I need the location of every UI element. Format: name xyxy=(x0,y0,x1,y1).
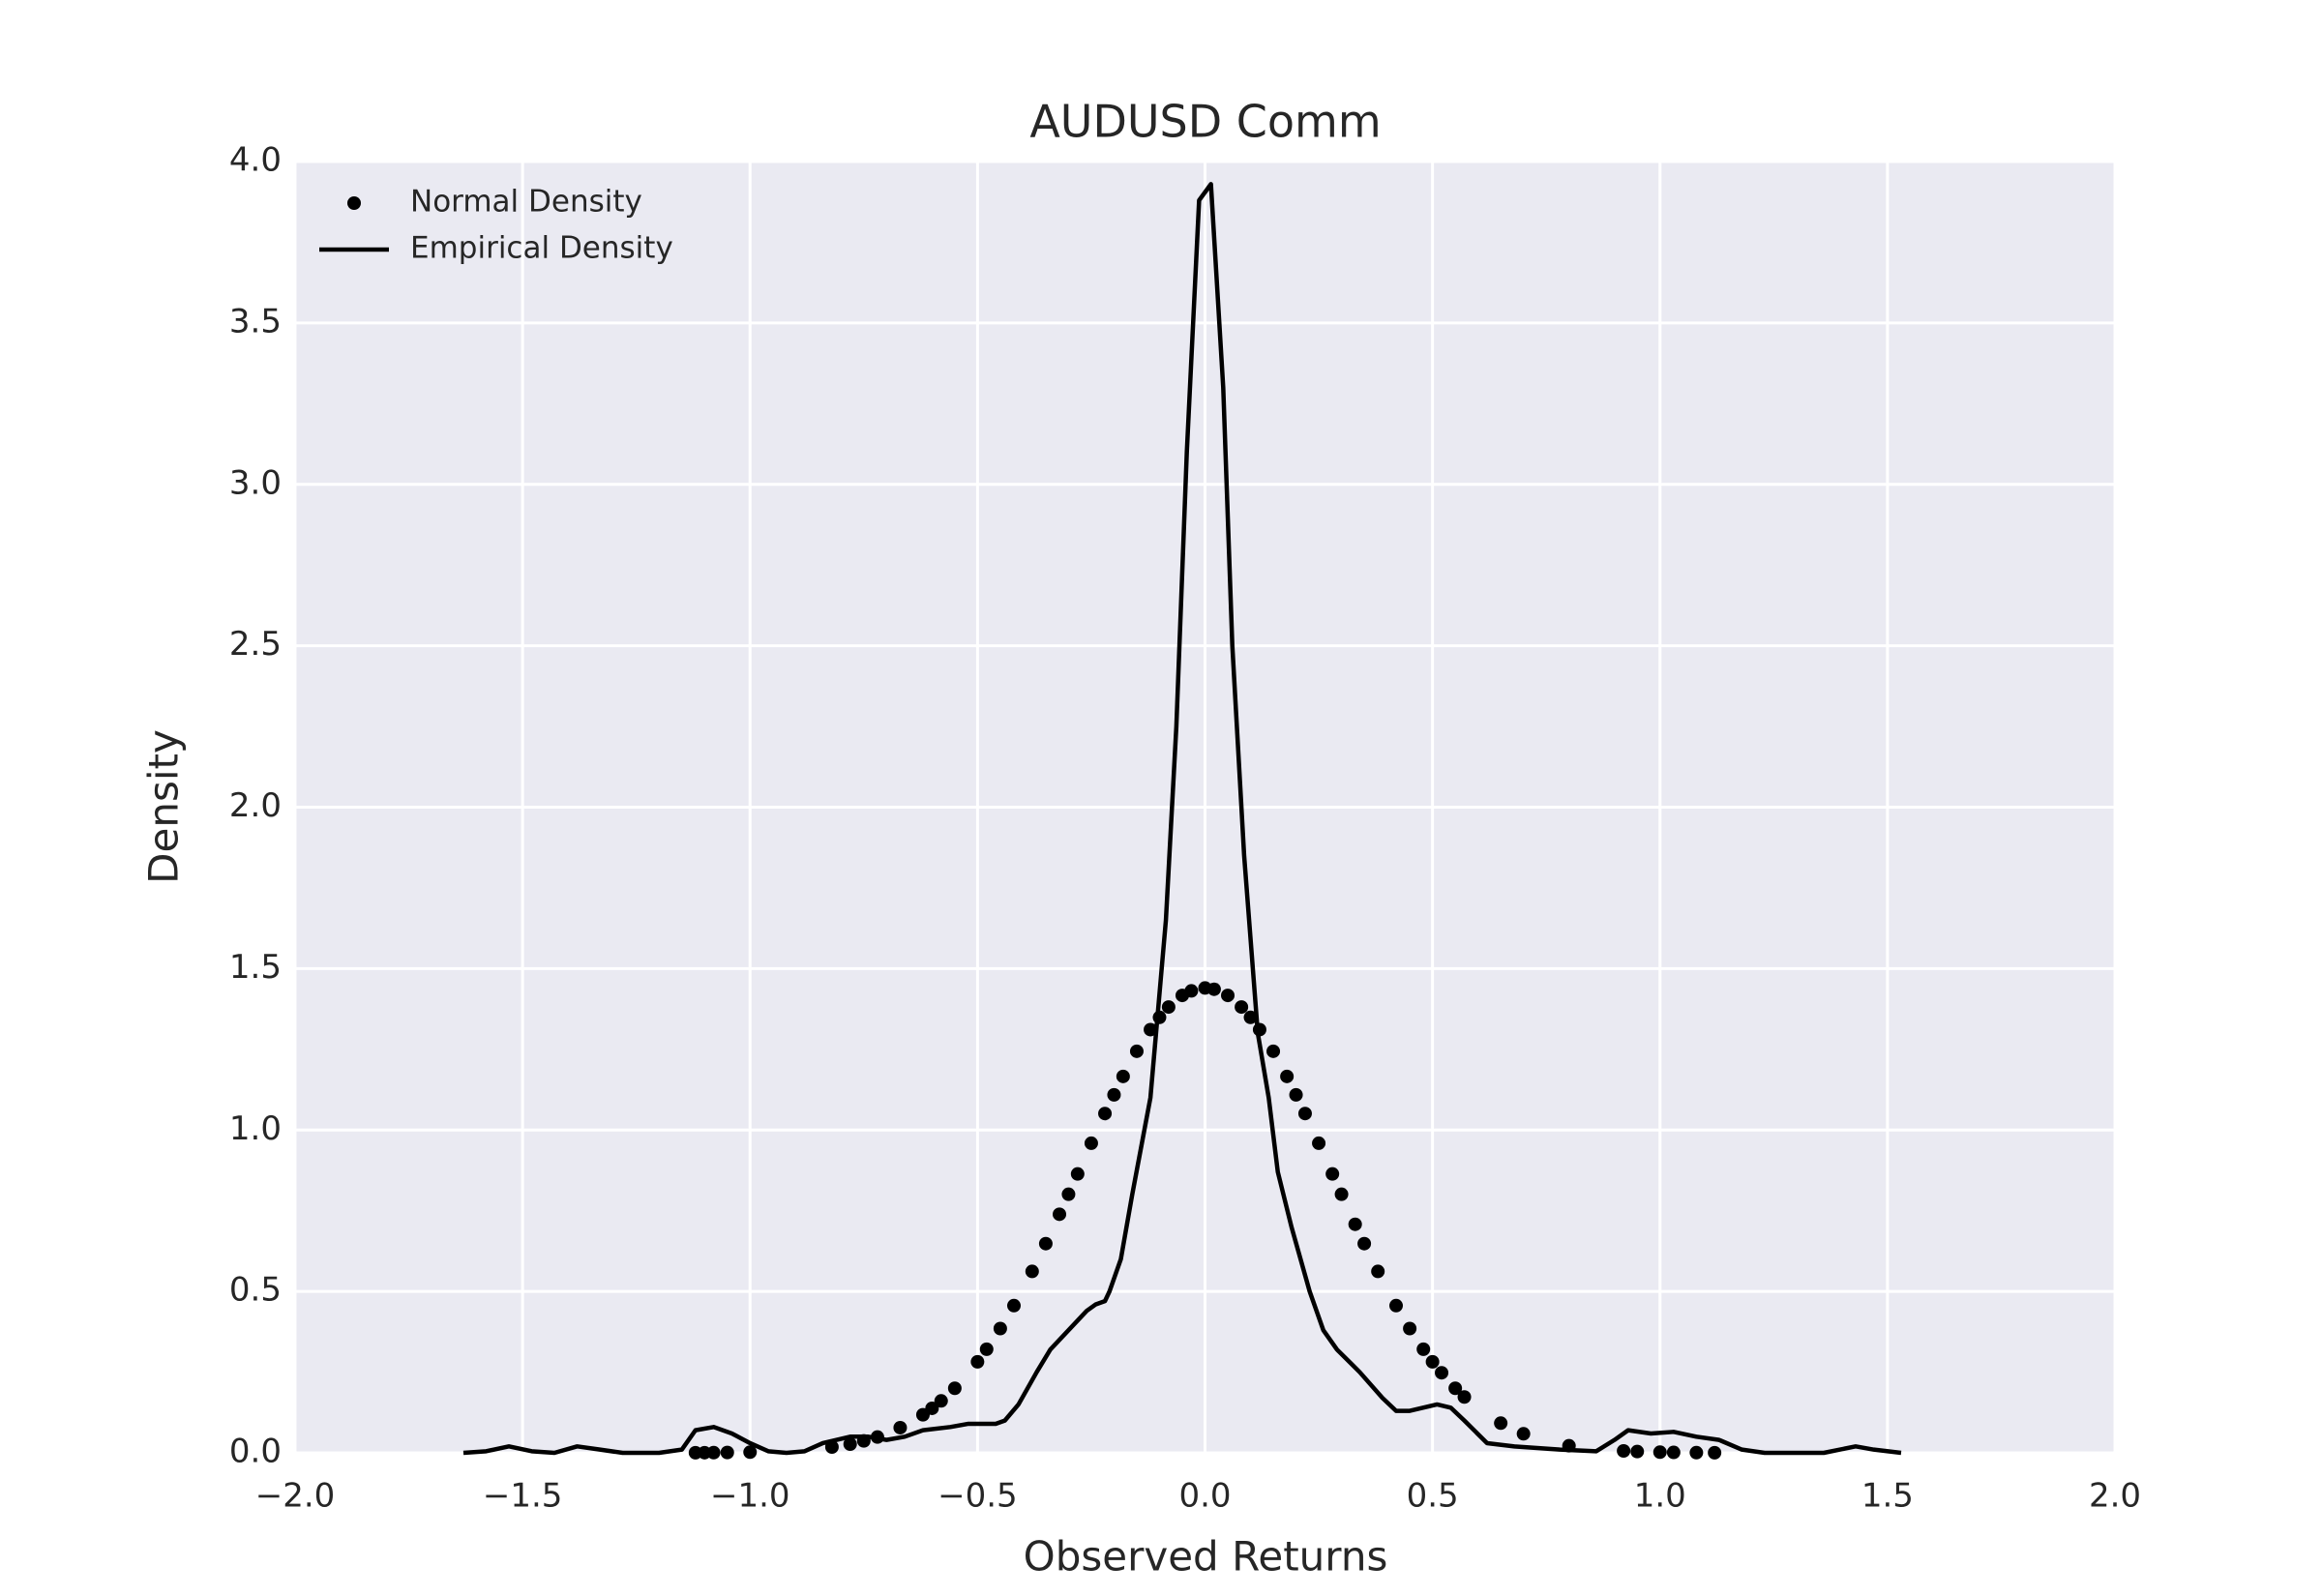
normal-density-point xyxy=(1516,1427,1531,1441)
normal-density-point xyxy=(843,1436,857,1451)
normal-density-point xyxy=(1371,1264,1385,1279)
normal-density-point xyxy=(706,1445,721,1460)
normal-density-point xyxy=(1297,1107,1312,1121)
normal-density-point xyxy=(1006,1298,1021,1313)
normal-density-point xyxy=(1325,1167,1340,1181)
x-tick-label: 1.5 xyxy=(1861,1477,1914,1516)
normal-density-point xyxy=(1116,1069,1130,1083)
normal-density-point xyxy=(1129,1044,1144,1058)
x-tick-label: −1.5 xyxy=(483,1477,563,1516)
normal-density-point xyxy=(1312,1136,1326,1150)
legend-label: Empirical Density xyxy=(410,231,673,266)
normal-density-point xyxy=(1630,1444,1645,1459)
normal-density-point xyxy=(1266,1044,1281,1058)
x-tick-label: −0.5 xyxy=(938,1477,1018,1516)
y-tick-label: 3.5 xyxy=(229,302,282,340)
normal-density-point xyxy=(1084,1136,1098,1150)
normal-density-point xyxy=(1666,1445,1681,1460)
x-tick-label: 0.0 xyxy=(1178,1477,1231,1516)
normal-density-point xyxy=(1494,1416,1508,1431)
legend-label: Normal Density xyxy=(410,185,642,220)
legend-marker xyxy=(347,196,361,210)
normal-density-point xyxy=(1053,1207,1067,1222)
normal-density-point xyxy=(1184,984,1199,998)
normal-density-point xyxy=(1098,1107,1113,1121)
normal-density-point xyxy=(1389,1298,1404,1313)
normal-density-point xyxy=(1425,1354,1440,1369)
normal-density-point xyxy=(1334,1187,1349,1201)
x-tick-label: −1.0 xyxy=(710,1477,790,1516)
normal-density-point xyxy=(1280,1069,1295,1083)
x-tick-label: 1.0 xyxy=(1634,1477,1686,1516)
normal-density-point xyxy=(979,1342,994,1356)
normal-density-point xyxy=(893,1420,908,1434)
normal-density-point xyxy=(934,1394,948,1408)
normal-density-point xyxy=(1235,1000,1249,1015)
y-tick-label: 3.0 xyxy=(229,463,282,502)
normal-density-point xyxy=(1038,1236,1053,1251)
normal-density-point xyxy=(1457,1390,1472,1404)
normal-density-point xyxy=(1144,1022,1158,1037)
y-tick-label: 2.0 xyxy=(229,786,282,825)
normal-density-point xyxy=(1708,1445,1722,1460)
normal-density-point xyxy=(1161,1000,1176,1015)
normal-density-point xyxy=(1617,1443,1631,1458)
y-tick-label: 2.5 xyxy=(229,625,282,664)
normal-density-point xyxy=(743,1445,758,1460)
normal-density-point xyxy=(970,1354,985,1369)
x-tick-label: 0.5 xyxy=(1407,1477,1459,1516)
normal-density-point xyxy=(1416,1342,1431,1356)
y-axis-label: Density xyxy=(140,729,188,884)
chart-title: AUDUSD Comm xyxy=(1029,96,1381,148)
normal-density-point xyxy=(1348,1217,1362,1231)
normal-density-point xyxy=(925,1401,939,1415)
y-tick-label: 1.0 xyxy=(229,1109,282,1148)
normal-density-point xyxy=(720,1445,734,1460)
normal-density-point xyxy=(947,1381,962,1396)
normal-density-point xyxy=(1435,1366,1449,1380)
x-tick-label: 2.0 xyxy=(2089,1477,2141,1516)
normal-density-point xyxy=(1652,1445,1667,1460)
normal-density-point xyxy=(1243,1010,1258,1024)
normal-density-point xyxy=(1107,1087,1121,1102)
normal-density-point xyxy=(1689,1445,1704,1460)
normal-density-point xyxy=(1448,1381,1463,1396)
y-tick-label: 0.5 xyxy=(229,1271,282,1310)
normal-density-point xyxy=(1061,1187,1076,1201)
empirical-density-line xyxy=(462,182,1902,1456)
normal-density-point xyxy=(1289,1087,1303,1102)
normal-density-point xyxy=(1070,1167,1085,1181)
normal-density-point xyxy=(1221,989,1235,1003)
y-tick-label: 1.5 xyxy=(229,948,282,987)
x-tick-label: −2.0 xyxy=(255,1477,336,1516)
normal-density-point xyxy=(993,1321,1007,1336)
normal-density-point xyxy=(1025,1264,1039,1279)
x-axis-label: Observed Returns xyxy=(1024,1533,1388,1581)
y-tick-label: 0.0 xyxy=(229,1433,282,1471)
y-tick-label: 4.0 xyxy=(229,141,282,180)
normal-density-point xyxy=(1357,1236,1372,1251)
normal-density-point xyxy=(1403,1321,1417,1336)
normal-density-point xyxy=(1206,982,1221,996)
